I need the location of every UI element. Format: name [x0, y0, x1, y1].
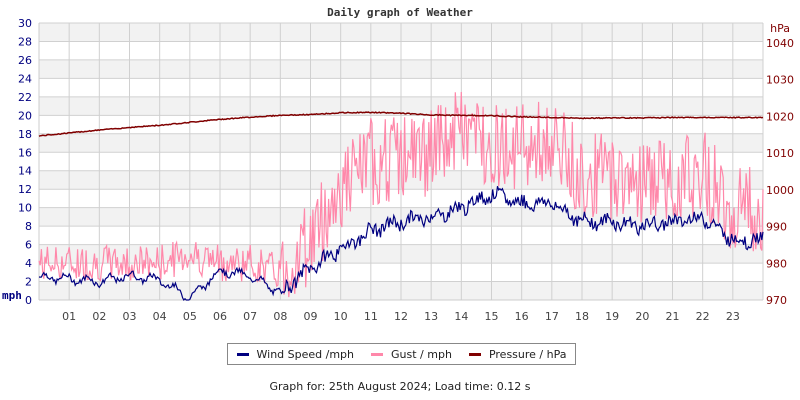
x-tick-label: 06	[213, 310, 227, 323]
chart-legend: Wind Speed /mph Gust / mph Pressure / hP…	[227, 343, 576, 365]
y-tick-label: 6	[25, 239, 32, 252]
gust-line	[38, 91, 764, 298]
y2-tick-label: 1000	[766, 184, 794, 197]
y-tick-label: 20	[18, 109, 32, 122]
y2-tick-label: 970	[766, 294, 787, 307]
right-axis-unit: hPa	[770, 22, 790, 35]
x-tick-label: 18	[575, 310, 589, 323]
x-tick-label: 09	[304, 310, 318, 323]
y-tick-label: 16	[18, 146, 32, 159]
y-tick-label: 18	[18, 128, 32, 141]
graph-footer: Graph for: 25th August 2024; Load time: …	[269, 380, 531, 393]
x-tick-label: 04	[153, 310, 167, 323]
x-tick-label: 14	[454, 310, 468, 323]
y-tick-label: 4	[25, 257, 32, 270]
x-tick-label: 19	[605, 310, 619, 323]
y2-tick-label: 1020	[766, 110, 794, 123]
legend-item-wind: Wind Speed /mph	[236, 347, 355, 361]
legend-label-wind: Wind Speed /mph	[256, 347, 355, 361]
y-tick-label: 26	[18, 54, 32, 67]
x-tick-label: 16	[515, 310, 529, 323]
x-tick-label: 11	[364, 310, 378, 323]
y-tick-label: 10	[18, 202, 32, 215]
y-tick-label: 2	[25, 276, 32, 289]
y2-tick-label: 1010	[766, 147, 794, 160]
y2-tick-label: 1040	[766, 37, 794, 50]
legend-item-gust: Gust / mph	[371, 348, 452, 361]
y-tick-label: 8	[25, 220, 32, 233]
left-axis-unit: mph	[2, 289, 22, 302]
gust-swatch-icon	[371, 352, 384, 356]
x-tick-label: 17	[545, 310, 559, 323]
y-tick-label: 28	[18, 35, 32, 48]
x-tick-label: 05	[183, 310, 197, 323]
x-tick-label: 21	[666, 310, 680, 323]
x-tick-label: 12	[394, 310, 408, 323]
x-tick-label: 15	[485, 310, 499, 323]
x-tick-label: 07	[243, 310, 257, 323]
y-tick-label: 24	[18, 72, 32, 85]
x-tick-label: 08	[273, 310, 287, 323]
x-tick-label: 10	[334, 310, 348, 323]
y-tick-label: 22	[18, 91, 32, 104]
pressure-line	[38, 111, 764, 137]
x-tick-label: 23	[726, 310, 740, 323]
y-tick-label: 12	[18, 183, 32, 196]
y-tick-label: 30	[18, 17, 32, 30]
x-tick-label: 02	[92, 310, 106, 323]
x-tick-label: 13	[424, 310, 438, 323]
legend-label-pressure: Pressure / hPa	[488, 347, 567, 361]
x-tick-label: 22	[696, 310, 710, 323]
x-tick-label: 20	[635, 310, 649, 323]
y-tick-label: 14	[18, 165, 32, 178]
y2-tick-label: 990	[766, 221, 787, 234]
chart-title: Daily graph of Weather	[327, 6, 473, 19]
y-tick-label: 0	[25, 294, 32, 307]
wind-speed-line	[38, 186, 764, 302]
legend-item-pressure: Pressure / hPa	[468, 347, 567, 361]
pressure-swatch-icon	[468, 352, 481, 356]
wind-swatch-icon	[236, 352, 249, 356]
y2-tick-label: 1030	[766, 74, 794, 87]
legend-label-gust: Gust / mph	[391, 347, 452, 361]
x-tick-label: 01	[62, 310, 76, 323]
x-tick-label: 03	[123, 310, 137, 323]
y2-tick-label: 980	[766, 257, 787, 270]
